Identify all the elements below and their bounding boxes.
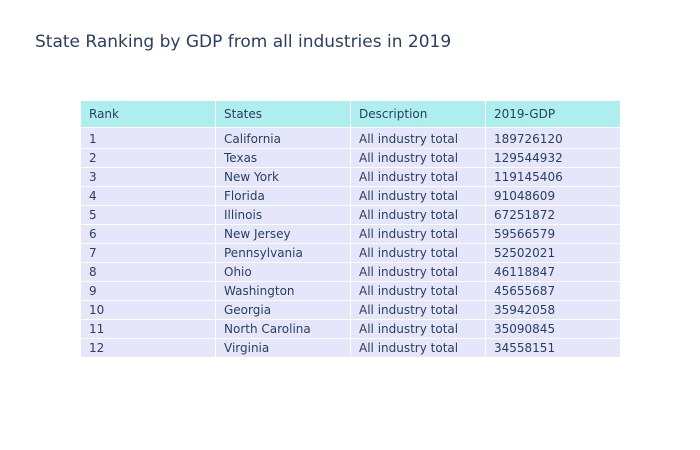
cell-rank: 6 xyxy=(80,224,216,244)
table-row: 3 New York All industry total 119145406 xyxy=(80,167,621,187)
table-row: 1 California All industry total 189726120 xyxy=(80,127,621,149)
cell-rank: 7 xyxy=(80,243,216,263)
cell-rank: 8 xyxy=(80,262,216,282)
cell-state: Texas xyxy=(215,148,351,168)
cell-gdp: 119145406 xyxy=(485,167,621,187)
cell-gdp: 35090845 xyxy=(485,319,621,339)
cell-rank: 4 xyxy=(80,186,216,206)
cell-gdp: 34558151 xyxy=(485,338,621,358)
cell-state: Pennsylvania xyxy=(215,243,351,263)
chart-title: State Ranking by GDP from all industries… xyxy=(35,32,452,52)
cell-gdp: 129544932 xyxy=(485,148,621,168)
gdp-table: Rank States Description 2019-GDP 1 Californi… xyxy=(80,100,621,358)
column-header-gdp: 2019-GDP xyxy=(485,100,621,128)
cell-state: Ohio xyxy=(215,262,351,282)
cell-description: All industry total xyxy=(350,224,486,244)
cell-state: Florida xyxy=(215,186,351,206)
cell-description: All industry total xyxy=(350,262,486,282)
cell-gdp: 35942058 xyxy=(485,300,621,320)
cell-description: All industry total xyxy=(350,281,486,301)
cell-gdp: 46118847 xyxy=(485,262,621,282)
table-row: 10 Georgia All industry total 35942058 xyxy=(80,300,621,320)
table-row: 4 Florida All industry total 91048609 xyxy=(80,186,621,206)
table-row: 8 Ohio All industry total 46118847 xyxy=(80,262,621,282)
cell-rank: 11 xyxy=(80,319,216,339)
cell-state: North Carolina xyxy=(215,319,351,339)
cell-state: Virginia xyxy=(215,338,351,358)
cell-rank: 10 xyxy=(80,300,216,320)
header-row: Rank States Description 2019-GDP xyxy=(80,100,621,128)
cell-gdp: 189726120 xyxy=(485,127,621,149)
table-row: 5 Illinois All industry total 67251872 xyxy=(80,205,621,225)
cell-rank: 5 xyxy=(80,205,216,225)
table-row: 2 Texas All industry total 129544932 xyxy=(80,148,621,168)
cell-description: All industry total xyxy=(350,167,486,187)
table-row: 6 New Jersey All industry total 59566579 xyxy=(80,224,621,244)
cell-rank: 3 xyxy=(80,167,216,187)
cell-description: All industry total xyxy=(350,319,486,339)
table-row: 12 Virginia All industry total 34558151 xyxy=(80,338,621,358)
table-header: Rank States Description 2019-GDP xyxy=(80,100,621,128)
cell-description: All industry total xyxy=(350,243,486,263)
column-header-state: States xyxy=(215,100,351,128)
cell-description: All industry total xyxy=(350,148,486,168)
cell-gdp: 52502021 xyxy=(485,243,621,263)
cell-description: All industry total xyxy=(350,205,486,225)
cell-state: New York xyxy=(215,167,351,187)
column-header-rank: Rank xyxy=(80,100,216,128)
cell-gdp: 45655687 xyxy=(485,281,621,301)
cell-state: Illinois xyxy=(215,205,351,225)
cell-state: Georgia xyxy=(215,300,351,320)
cell-description: All industry total xyxy=(350,127,486,149)
cell-rank: 9 xyxy=(80,281,216,301)
cell-rank: 12 xyxy=(80,338,216,358)
cell-gdp: 59566579 xyxy=(485,224,621,244)
cell-rank: 2 xyxy=(80,148,216,168)
cell-description: All industry total xyxy=(350,300,486,320)
cell-state: New Jersey xyxy=(215,224,351,244)
table-row: 11 North Carolina All industry total 350908… xyxy=(80,319,621,339)
cell-state: California xyxy=(215,127,351,149)
table-body: 1 California All industry total 189726120 2 T… xyxy=(80,127,621,358)
cell-description: All industry total xyxy=(350,186,486,206)
table-row: 7 Pennsylvania All industry total 52502021 xyxy=(80,243,621,263)
cell-gdp: 67251872 xyxy=(485,205,621,225)
column-header-description: Description xyxy=(350,100,486,128)
cell-rank: 1 xyxy=(80,127,216,149)
cell-gdp: 91048609 xyxy=(485,186,621,206)
table-row: 9 Washington All industry total 45655687 xyxy=(80,281,621,301)
cell-state: Washington xyxy=(215,281,351,301)
cell-description: All industry total xyxy=(350,338,486,358)
